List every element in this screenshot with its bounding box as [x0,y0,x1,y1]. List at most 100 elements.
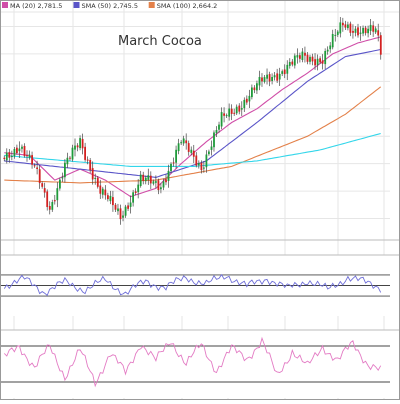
candle-up [94,177,97,179]
candle-down [41,183,44,187]
sma50-line [4,48,381,178]
candle-down [311,56,314,62]
candle-down [372,25,375,32]
candle-down [283,69,286,75]
legend-swatch-sma20 [2,2,8,8]
candle-up [220,112,223,127]
candle-down [195,155,198,166]
candle-down [38,169,41,184]
candle-down [364,27,367,34]
candle-up [334,34,337,36]
candle-down [291,61,294,65]
chart-title: March Cocoa [118,34,202,49]
candle-down [233,112,236,114]
candle-down [36,167,38,169]
candle-down [33,165,36,167]
candle-up [225,115,228,117]
candle-down [104,189,107,196]
candle-up [296,55,299,58]
candle-down [46,191,49,207]
candle-up [301,51,304,60]
legend-swatch-sma50 [73,2,80,8]
candle-down [86,159,89,161]
candle-down [200,162,203,171]
candle-up [66,157,69,165]
sma20-line [4,36,381,198]
candle-up [109,195,112,202]
candle-down [3,157,6,159]
candle-down [261,77,263,82]
candle-up [228,108,231,117]
candle-down [99,185,102,194]
candle-down [53,200,56,202]
candle-up [162,181,165,188]
candle-up [129,202,132,207]
candle-up [28,154,31,158]
candle-up [326,49,329,52]
candle-down [142,174,145,181]
candle-up [273,75,276,78]
candle-up [170,163,172,172]
candle-down [134,191,137,193]
candle-up [316,58,319,65]
candle-up [251,87,253,98]
candle-up [64,162,66,178]
candle-up [167,170,170,181]
candle-down [321,60,324,64]
candle-up [203,167,205,169]
legend-label-sma20: MA (20) 2,781.5 [10,2,62,10]
candle-down [299,55,301,59]
candle-up [324,51,327,65]
candle-down [89,160,92,171]
candle-up [288,62,291,66]
candle-up [160,187,162,190]
candle-down [69,157,71,159]
candle-up [218,124,220,130]
candle-down [16,147,18,153]
candle-up [180,142,182,144]
candle-down [352,30,354,33]
candle-down [43,188,46,193]
candle-down [268,74,271,82]
candle-up [51,202,54,210]
candle-up [175,149,177,163]
stochastic-bg [0,330,400,398]
candle-down [119,208,122,220]
candle-up [13,149,16,157]
candle-down [76,145,79,148]
candle-up [56,188,59,201]
candle-up [235,106,238,114]
candle-up [177,143,180,152]
candle-up [124,206,127,216]
candle-up [309,56,311,62]
candle-up [61,177,64,179]
candle-up [256,83,258,91]
candle-up [137,184,140,193]
candle-up [197,163,200,166]
candle-up [144,177,147,182]
stochastic-panel [0,329,400,398]
sma100-line [4,86,382,184]
candle-down [149,175,152,184]
candle-up [122,215,124,218]
candle-down [319,58,321,63]
candle-up [147,175,150,180]
candle-up [243,99,246,109]
candle-down [379,35,382,55]
candle-up [286,64,289,74]
candle-up [190,149,193,153]
candle-up [155,181,157,183]
candle-up [132,192,134,203]
candle-down [230,108,233,114]
candle-up [354,28,357,33]
candle-up [331,34,334,48]
candle-up [293,55,296,66]
rsi-line [3,273,382,297]
candle-down [304,52,306,56]
candle-up [11,156,13,157]
candle-up [258,77,261,86]
candle-up [367,28,369,34]
